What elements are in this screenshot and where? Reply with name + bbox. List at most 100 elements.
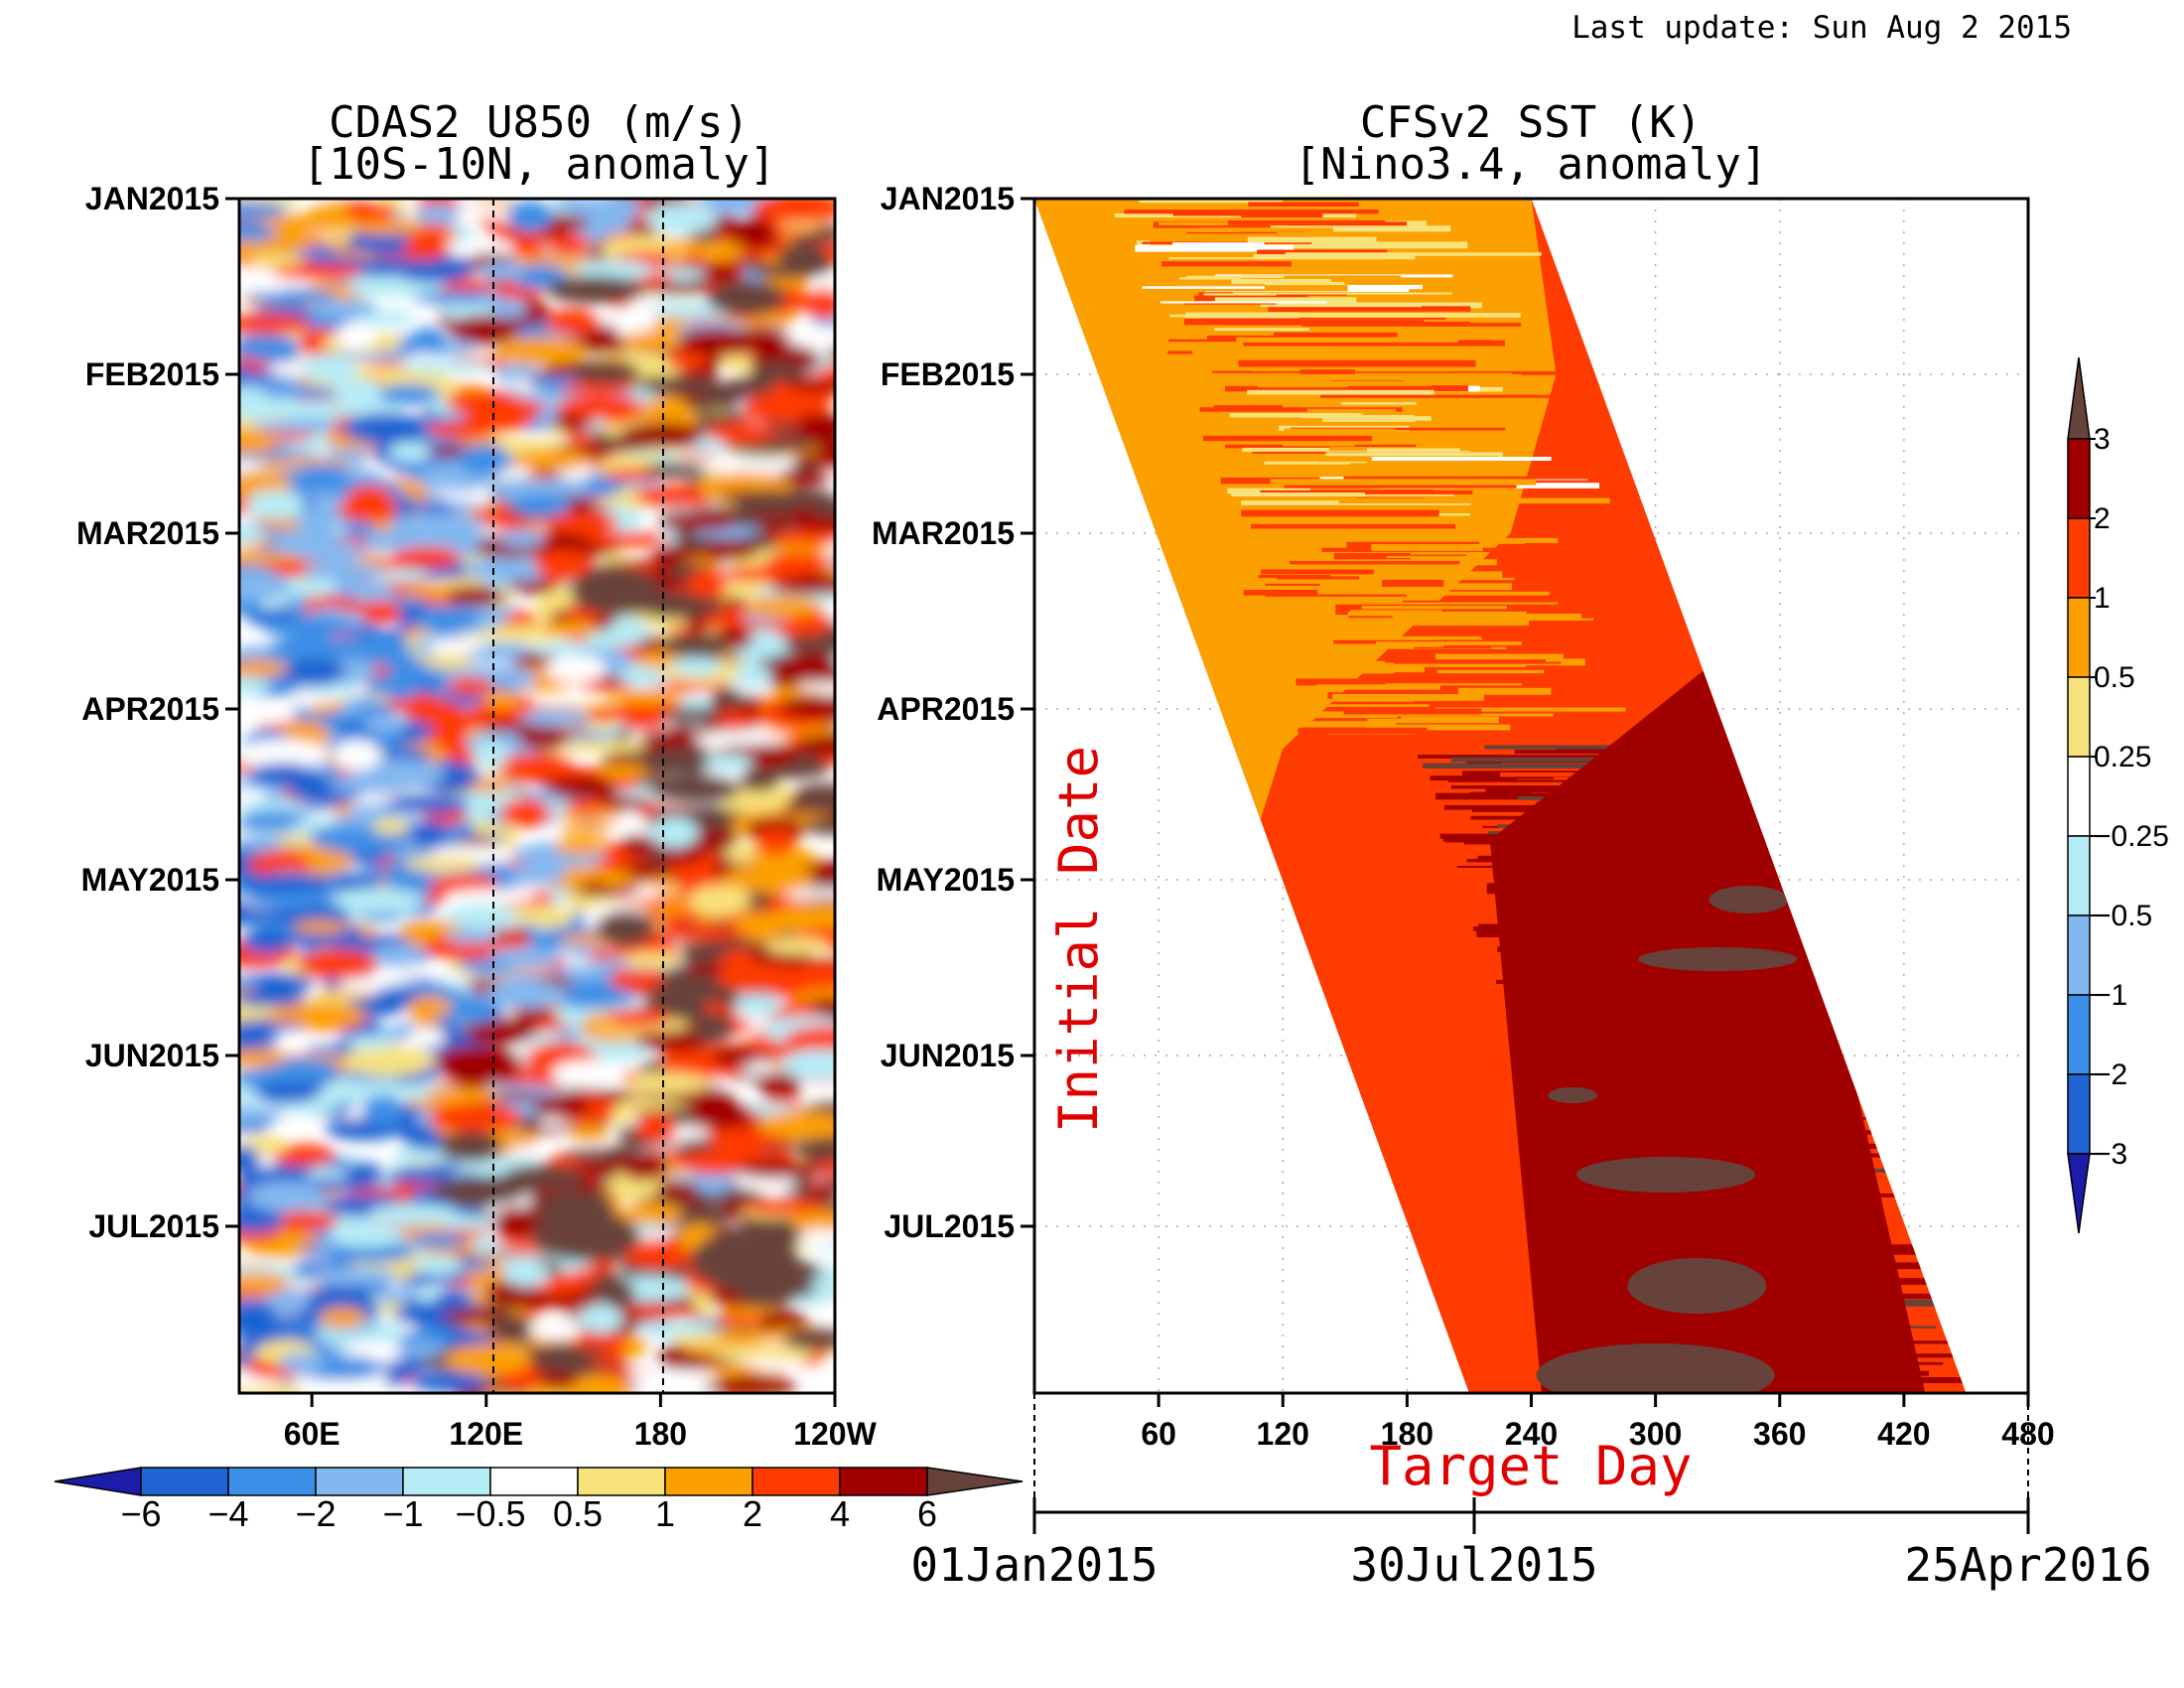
u850-anomaly-blob bbox=[445, 889, 538, 905]
sst-anomaly-streak bbox=[1213, 405, 1283, 409]
u850-anomaly-blob bbox=[510, 493, 571, 517]
u850-anomaly-blob bbox=[317, 1282, 374, 1303]
u850-anomaly-blob bbox=[649, 901, 693, 914]
sst-anomaly-streak bbox=[1233, 292, 1452, 295]
sst-anomaly-streak bbox=[1435, 792, 1559, 800]
left-title-line1: CDAS2 U850 (m/s) bbox=[329, 97, 750, 148]
u850-anomaly-blob bbox=[758, 1071, 801, 1099]
sst-anomaly-streak bbox=[1251, 364, 1455, 371]
u850-anomaly-blob bbox=[670, 656, 723, 677]
sst-anomaly-streak bbox=[1403, 591, 1550, 596]
sst-anomaly-streak bbox=[1403, 600, 1539, 604]
u850-anomaly-blob bbox=[621, 331, 675, 352]
sst-anomaly-streak bbox=[1124, 210, 1379, 214]
u850-anomaly-blob bbox=[780, 1049, 835, 1080]
right-x-tick-label: 420 bbox=[1877, 1416, 1930, 1452]
u850-anomaly-blob bbox=[634, 1112, 677, 1143]
u850-anomaly-blob bbox=[490, 298, 527, 319]
sst-anomaly-streak bbox=[1256, 666, 1425, 673]
u850-anomaly-blob bbox=[333, 740, 381, 772]
colorbar-label: 0.5 bbox=[553, 1493, 603, 1534]
u850-anomaly-blob bbox=[403, 856, 481, 872]
u850-anomaly-blob bbox=[304, 596, 365, 613]
u850-anomaly-blob bbox=[298, 1007, 367, 1024]
u850-anomaly-blob bbox=[723, 864, 815, 895]
vertical-colorbar-label: −0.25 bbox=[2094, 820, 2169, 853]
sst-anomaly-streak bbox=[1225, 385, 1468, 392]
u850-anomaly-blob bbox=[666, 350, 709, 370]
sst-anomaly-streak bbox=[1281, 704, 1430, 707]
u850-anomaly-blob bbox=[735, 1160, 823, 1179]
u850-anomaly-blob bbox=[342, 1045, 433, 1077]
sst-anomaly-streak bbox=[1367, 448, 1460, 453]
right-y-tick-label: JUL2015 bbox=[884, 1208, 1015, 1244]
u850-anomaly-blob bbox=[743, 1199, 826, 1215]
u850-anomaly-blob bbox=[535, 1096, 592, 1118]
sst-anomaly-region-brown bbox=[1708, 886, 1789, 914]
u850-anomaly-blob bbox=[445, 928, 499, 943]
u850-anomaly-blob bbox=[571, 199, 643, 221]
u850-anomaly-blob bbox=[545, 512, 619, 534]
sst-anomaly-streak bbox=[1300, 618, 1433, 623]
u850-anomaly-blob bbox=[763, 552, 832, 575]
sst-anomaly-streak bbox=[1253, 253, 1416, 260]
right-title-line2: [Nino3.4, anomaly] bbox=[1295, 139, 1768, 190]
u850-anomaly-blob bbox=[692, 1099, 751, 1132]
u850-anomaly-blob bbox=[777, 1281, 816, 1298]
u850-anomaly-blob bbox=[693, 731, 788, 746]
u850-anomaly-blob bbox=[340, 1162, 383, 1182]
u850-anomaly-blob bbox=[554, 837, 609, 856]
sst-anomaly-streak bbox=[1306, 408, 1397, 413]
sst-anomaly-streak bbox=[1197, 320, 1425, 323]
u850-anomaly-blob bbox=[435, 873, 498, 893]
u850-anomaly-blob bbox=[792, 783, 835, 812]
sst-anomaly-streak bbox=[1160, 301, 1327, 304]
sst-anomaly-streak bbox=[1214, 297, 1357, 304]
vertical-colorbar-label: 3 bbox=[2094, 423, 2111, 456]
u850-anomaly-blob bbox=[439, 1131, 502, 1163]
u850-anomaly-blob bbox=[383, 795, 471, 814]
sst-anomaly-streak bbox=[1457, 687, 1552, 695]
sst-anomaly-streak bbox=[1371, 457, 1552, 461]
sst-anomaly-streak bbox=[1273, 373, 1522, 381]
u850-anomaly-blob bbox=[761, 1312, 802, 1326]
sst-anomaly-streak bbox=[1194, 241, 1468, 249]
right-x-tick-label: 120 bbox=[1257, 1416, 1309, 1452]
u850-anomaly-blob bbox=[239, 274, 299, 293]
sst-anomaly-streak bbox=[1179, 277, 1262, 280]
u850-anomaly-blob bbox=[551, 1059, 625, 1089]
sst-anomaly-streak bbox=[1237, 543, 1291, 548]
left-title-line2: [10S-10N, anomaly] bbox=[303, 139, 776, 190]
u850-anomaly-blob bbox=[528, 1317, 583, 1340]
u850-anomaly-blob bbox=[596, 871, 635, 888]
sst-anomaly-region-brown bbox=[1536, 1343, 1775, 1393]
u850-anomaly-blob bbox=[336, 322, 376, 352]
sst-anomaly-streak bbox=[1496, 739, 1675, 744]
u850-anomaly-blob bbox=[361, 1094, 405, 1126]
colorbar-swatch bbox=[839, 1467, 928, 1496]
u850-anomaly-blob bbox=[427, 637, 483, 655]
vertical-colorbar-swatch bbox=[2067, 756, 2091, 837]
sst-anomaly-streak bbox=[1229, 413, 1359, 418]
sst-anomaly-streak bbox=[1243, 590, 1318, 596]
u850-anomaly-blob bbox=[415, 605, 479, 633]
sst-anomaly-streak bbox=[1307, 646, 1507, 649]
vertical-colorbar-top-arrow bbox=[2067, 356, 2091, 440]
u850-anomaly-blob bbox=[499, 798, 551, 828]
u850-anomaly-blob bbox=[627, 1201, 683, 1225]
colorbar-label: 2 bbox=[743, 1493, 762, 1534]
sst-anomaly-streak bbox=[1248, 202, 1359, 208]
u850-anomaly-blob bbox=[556, 739, 648, 754]
u850-anomaly-blob bbox=[300, 352, 357, 382]
sst-anomaly-region-brown bbox=[1576, 1157, 1756, 1193]
u850-anomaly-blob bbox=[241, 928, 294, 954]
sst-anomaly-streak bbox=[1240, 275, 1402, 279]
u850-anomaly-blob bbox=[246, 288, 336, 305]
u850-anomaly-blob bbox=[550, 966, 614, 981]
sst-anomaly-streak bbox=[1267, 533, 1372, 538]
sst-anomaly-streak bbox=[1306, 643, 1444, 647]
right-y-tick-label: APR2015 bbox=[877, 691, 1015, 727]
sst-anomaly-streak bbox=[1322, 415, 1416, 422]
u850-anomaly-blob bbox=[391, 546, 462, 569]
